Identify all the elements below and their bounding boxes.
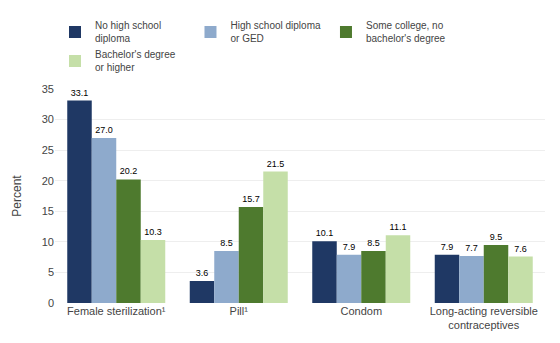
svg-text:8.5: 8.5 (367, 238, 380, 248)
svg-text:27.0: 27.0 (95, 125, 113, 135)
svg-text:Condom: Condom (340, 305, 382, 317)
svg-text:Long-acting reversiblecontrace: Long-acting reversiblecontraceptives (430, 305, 538, 331)
svg-text:21.5: 21.5 (267, 159, 285, 169)
svg-text:High school diplomaor GED: High school diplomaor GED (230, 20, 320, 44)
svg-text:33.1: 33.1 (71, 88, 89, 98)
svg-text:5: 5 (48, 266, 54, 278)
svg-text:25: 25 (42, 144, 54, 156)
svg-text:Percent: Percent (10, 175, 24, 217)
svg-text:0: 0 (48, 297, 54, 309)
svg-text:7.6: 7.6 (514, 244, 527, 254)
svg-text:7.9: 7.9 (343, 242, 356, 252)
svg-text:9.5: 9.5 (490, 232, 503, 242)
svg-text:35: 35 (42, 83, 54, 95)
svg-text:Female sterilization¹: Female sterilization¹ (67, 305, 166, 317)
svg-text:10.1: 10.1 (316, 228, 334, 238)
svg-text:8.5: 8.5 (220, 238, 233, 248)
svg-text:30: 30 (42, 113, 54, 125)
svg-text:20: 20 (42, 175, 54, 187)
svg-text:20.2: 20.2 (120, 166, 138, 176)
svg-text:Bachelor's degreeor higher: Bachelor's degreeor higher (95, 49, 176, 73)
svg-text:10.3: 10.3 (144, 227, 162, 237)
svg-text:No high schooldiploma: No high schooldiploma (95, 20, 161, 44)
svg-text:10: 10 (42, 236, 54, 248)
svg-text:7.9: 7.9 (441, 242, 454, 252)
svg-text:3.6: 3.6 (196, 268, 209, 278)
svg-text:Some college, nobachelor's deg: Some college, nobachelor's degree (366, 20, 446, 44)
svg-text:15.7: 15.7 (242, 194, 260, 204)
svg-text:11.1: 11.1 (390, 222, 407, 232)
svg-text:7.7: 7.7 (465, 243, 478, 253)
svg-text:Pill¹: Pill¹ (230, 305, 249, 317)
svg-text:15: 15 (42, 205, 54, 217)
